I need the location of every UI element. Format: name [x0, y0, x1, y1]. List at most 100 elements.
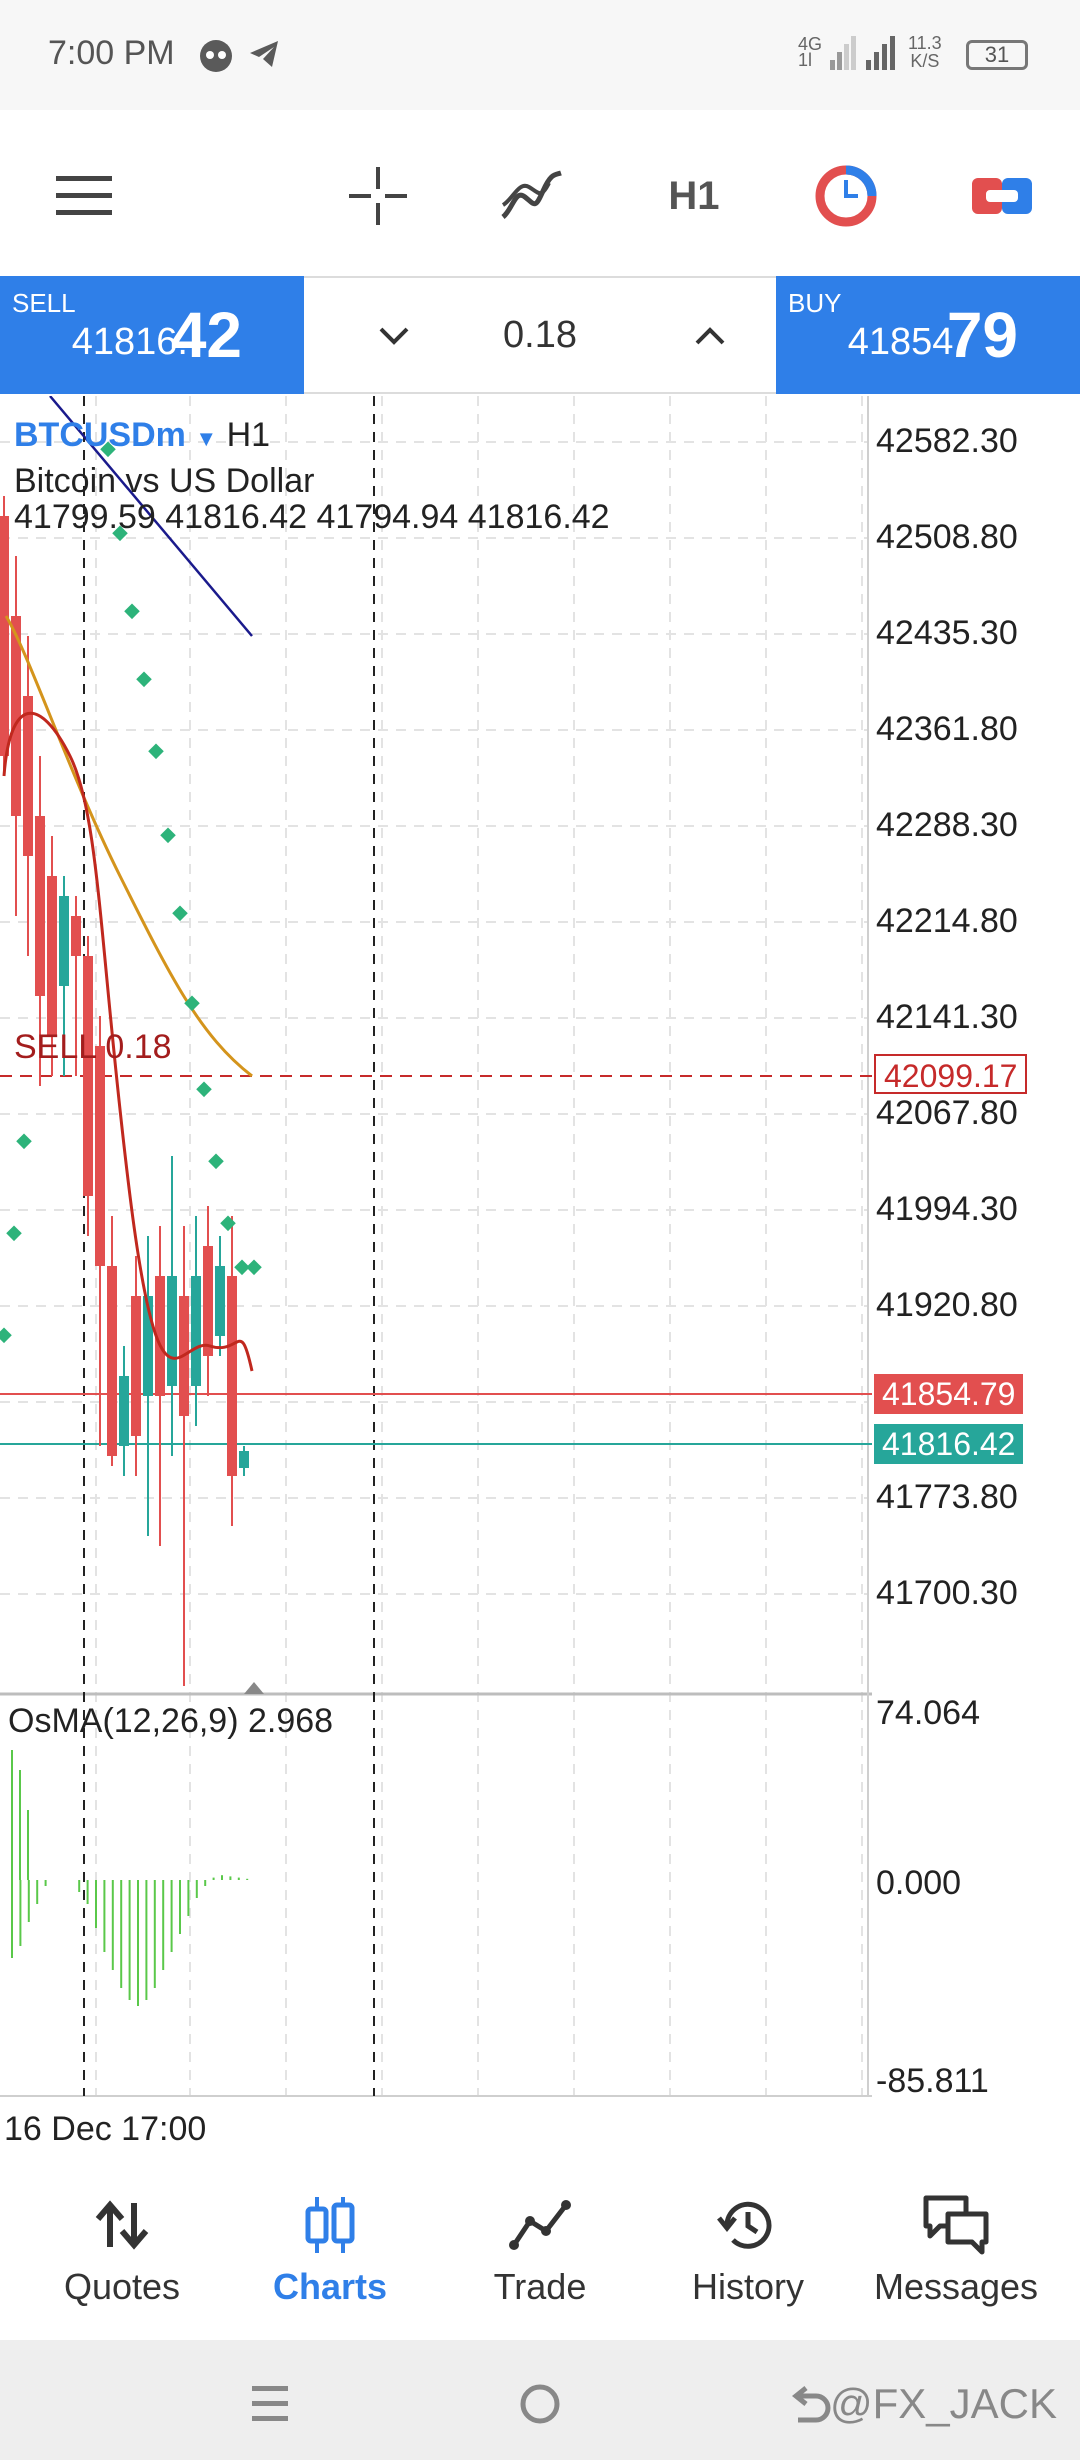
buy-button[interactable]: BUY 41854. 79 — [776, 276, 1080, 394]
home-button[interactable] — [510, 2374, 570, 2434]
trade-toggle-icon — [972, 178, 1032, 214]
sar-dot — [246, 1259, 262, 1276]
sar-dot — [172, 905, 188, 922]
candle-body — [0, 516, 9, 756]
crosshair-icon — [349, 167, 407, 225]
lot-size-value[interactable]: 0.18 — [503, 314, 577, 356]
candle-body — [227, 1276, 237, 1476]
candles-icon — [305, 2197, 355, 2253]
symbol-info[interactable]: BTCUSDm ▼ H1 — [14, 416, 270, 455]
price-axis-label: 41773.80 — [876, 1478, 1018, 1516]
time-axis-label: 16 Dec 17:00 — [4, 2110, 207, 2148]
candle-body — [143, 1296, 153, 1396]
nav-trade[interactable]: Trade — [440, 2190, 640, 2320]
sar-dot — [6, 1225, 22, 1242]
candle-body — [119, 1376, 129, 1446]
price-chart[interactable]: BTCUSDm ▼ H1 Bitcoin vs US Dollar 41799.… — [0, 396, 1080, 2150]
nav-label: Trade — [493, 2266, 587, 2307]
price-axis-label: 42508.80 — [876, 518, 1018, 556]
candle-body — [35, 816, 45, 996]
home-circle-icon — [520, 2384, 560, 2424]
timeframe-label: H1 — [668, 173, 720, 218]
owl-notification-icon — [200, 40, 232, 72]
sar-dot — [16, 1133, 32, 1150]
nav-label: Quotes — [63, 2266, 181, 2307]
sar-dot — [148, 743, 164, 760]
battery-icon: 31 — [966, 40, 1028, 70]
network-speed: 11.3 K/S — [908, 33, 942, 71]
candle-body — [191, 1276, 201, 1386]
hamburger-icon — [56, 176, 112, 215]
sell-button[interactable]: SELL 41816. 42 — [0, 276, 304, 394]
menu-button[interactable] — [48, 160, 120, 232]
nav-messages[interactable]: Messages — [856, 2190, 1056, 2320]
sar-dot — [136, 671, 152, 688]
candle-body — [83, 956, 93, 1196]
sar-dot — [208, 1153, 224, 1170]
timeframe-button[interactable]: H1 — [654, 160, 734, 232]
order-line-label[interactable]: SELL 0.18 — [14, 1028, 172, 1066]
trade-panel: SELL 41816. 42 0.18 BUY 41854. 79 — [0, 276, 1080, 394]
candle-body — [203, 1246, 213, 1356]
back-button[interactable] — [780, 2374, 840, 2434]
ma-fast-line — [2, 711, 254, 1372]
ask-price-tag: 41854.79 — [874, 1374, 1024, 1414]
chevron-down-icon — [379, 327, 409, 345]
price-axis-label: 42214.80 — [876, 902, 1018, 940]
lot-size-control: 0.18 — [304, 276, 776, 394]
nav-charts[interactable]: Charts — [230, 2190, 430, 2320]
network-type: 4G 1l — [798, 34, 823, 70]
price-axis-label: 41920.80 — [876, 1286, 1018, 1324]
price-axis-label: 42361.80 — [876, 710, 1018, 748]
watermark: @FX_JACK — [830, 2380, 1058, 2427]
candle-body — [155, 1276, 165, 1396]
price-axis-label: 42141.30 — [876, 998, 1018, 1036]
lot-decrease-button[interactable] — [364, 306, 424, 366]
chevron-up-icon — [695, 327, 725, 345]
messages-icon — [923, 2195, 989, 2255]
back-icon — [791, 2386, 831, 2423]
nav-history[interactable]: History — [648, 2190, 848, 2320]
candle-body — [131, 1296, 141, 1436]
signal-icon-2 — [866, 36, 895, 70]
indicator-label: OsMA(12,26,9) 2.968 — [8, 1702, 334, 1740]
chart-canvas[interactable] — [0, 396, 1080, 2150]
indicator-axis-label: 74.064 — [876, 1694, 980, 1732]
ohlc-values: 41799.59 41816.42 41794.94 41816.42 — [14, 498, 610, 536]
candle-body — [167, 1276, 177, 1386]
candle-body — [59, 896, 69, 986]
one-click-trading-button[interactable] — [810, 160, 882, 232]
indicators-button[interactable] — [496, 160, 568, 232]
nav-label: Messages — [873, 2266, 1039, 2307]
crosshair-button[interactable] — [342, 160, 414, 232]
sar-dot — [160, 827, 176, 844]
nav-quotes[interactable]: Quotes — [22, 2190, 222, 2320]
signal-icon — [830, 36, 856, 70]
candle-body — [23, 696, 33, 856]
caret-down-icon: ▼ — [195, 426, 218, 451]
price-axis-label: 42435.30 — [876, 614, 1018, 652]
trade-panel-toggle[interactable] — [966, 160, 1038, 232]
buy-price-prefix: 41854. — [847, 321, 964, 363]
bottom-navigation: Quotes Charts Trade — [0, 2150, 1080, 2340]
recents-button[interactable] — [240, 2374, 300, 2434]
telegram-icon — [250, 41, 278, 67]
indicator-icon — [501, 170, 562, 219]
sar-dot — [124, 603, 140, 620]
indicator-axis-label: -85.811 — [876, 2062, 989, 2100]
indicator-axis-label: 0.000 — [876, 1864, 962, 1902]
trend-icon — [509, 2200, 571, 2250]
scroll-marker-icon — [244, 1682, 264, 1694]
sell-label: SELL — [12, 288, 76, 318]
symbol-description: Bitcoin vs US Dollar — [14, 462, 315, 500]
nav-label: Charts — [272, 2266, 388, 2307]
symbol-timeframe: H1 — [226, 416, 271, 454]
price-axis-label: 42288.30 — [876, 806, 1018, 844]
ma-slow-line — [4, 615, 253, 1078]
lot-increase-button[interactable] — [680, 306, 740, 366]
buy-price-big: 79 — [946, 299, 1018, 371]
price-axis-label: 42582.30 — [876, 422, 1018, 460]
chart-toolbar: H1 — [0, 130, 1080, 260]
candle-body — [71, 916, 81, 956]
price-axis-label: 41994.30 — [876, 1190, 1018, 1228]
